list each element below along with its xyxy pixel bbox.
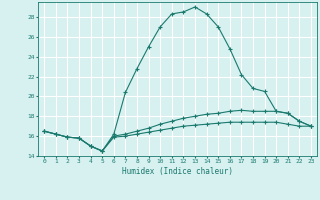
X-axis label: Humidex (Indice chaleur): Humidex (Indice chaleur) xyxy=(122,167,233,176)
